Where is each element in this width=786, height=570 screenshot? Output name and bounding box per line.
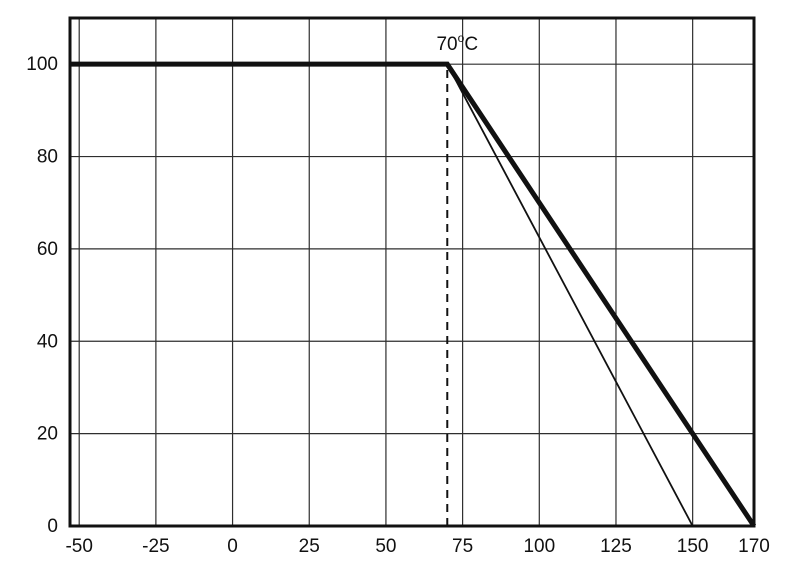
x-tick-label: -50 (65, 536, 92, 557)
breakpoint-annotation: 70oC (436, 31, 478, 55)
x-tick-label: 25 (299, 536, 320, 557)
y-tick-label: 20 (37, 424, 58, 445)
y-tick-label: 80 (37, 147, 58, 168)
y-tick-label: 100 (26, 54, 58, 75)
derating-curve-thin (446, 63, 694, 527)
x-tick-label: 150 (677, 536, 709, 557)
plot-border (68, 16, 756, 528)
y-tick-label: 40 (37, 331, 58, 352)
x-tick-label: 125 (600, 536, 632, 557)
derating-curve-thick (70, 61, 757, 528)
y-tick-label: 0 (47, 516, 58, 537)
x-tick-label: 75 (452, 536, 473, 557)
x-tick-label: 0 (227, 536, 238, 557)
y-tick-label: 60 (37, 239, 58, 260)
x-tick-label: 100 (523, 536, 555, 557)
x-tick-label: 50 (375, 536, 396, 557)
x-tick-label: 170 (738, 536, 770, 557)
x-tick-label: -25 (142, 536, 169, 557)
